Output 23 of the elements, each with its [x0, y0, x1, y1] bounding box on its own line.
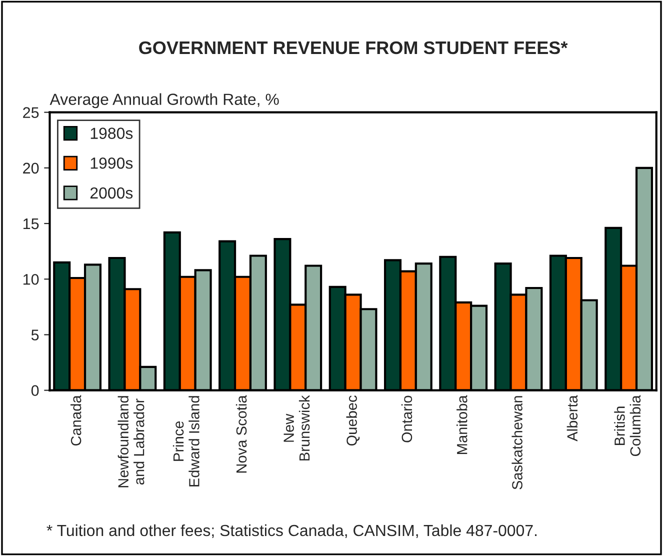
x-tick-label: Ontario: [401, 396, 412, 442]
legend-label: 2000s: [90, 187, 133, 199]
legend-label: 1990s: [90, 158, 133, 169]
x-tick-label: British Columbia: [614, 395, 641, 456]
y-tick-label: 25: [23, 107, 39, 118]
y-tick-label: 15: [23, 218, 39, 230]
text: * Tuition and other fees; Statistics Canada, CANSIM, Table 487-0007.: [46, 524, 537, 538]
x-tick-label: Saskatchewan: [512, 396, 522, 490]
x-tick-label: Quebec: [346, 396, 360, 446]
x-tick-label: Nova Scotia: [236, 395, 247, 473]
x-tick-label: Canada: [70, 395, 82, 446]
x-tick-label: New Brunswick: [284, 395, 310, 460]
x-tick-label: Prince Edward Island: [172, 396, 200, 486]
y-tick-label: 20: [23, 162, 39, 174]
x-tick-label: Manitoba: [456, 395, 468, 454]
legend-label: 1980s: [90, 128, 133, 139]
y-axis-title: Average Annual Growth Rate, %: [50, 93, 279, 108]
x-tick-label: Alberta: [566, 395, 578, 442]
y-tick-label: 0: [31, 385, 39, 396]
x-tick-label: Newfoundland and Labrador: [118, 396, 144, 488]
y-tick-label: 5: [31, 330, 39, 340]
chart-title: GOVERNMENT REVENUE FROM STUDENT FEES*: [139, 41, 568, 54]
y-tick-label: 10: [23, 274, 39, 285]
